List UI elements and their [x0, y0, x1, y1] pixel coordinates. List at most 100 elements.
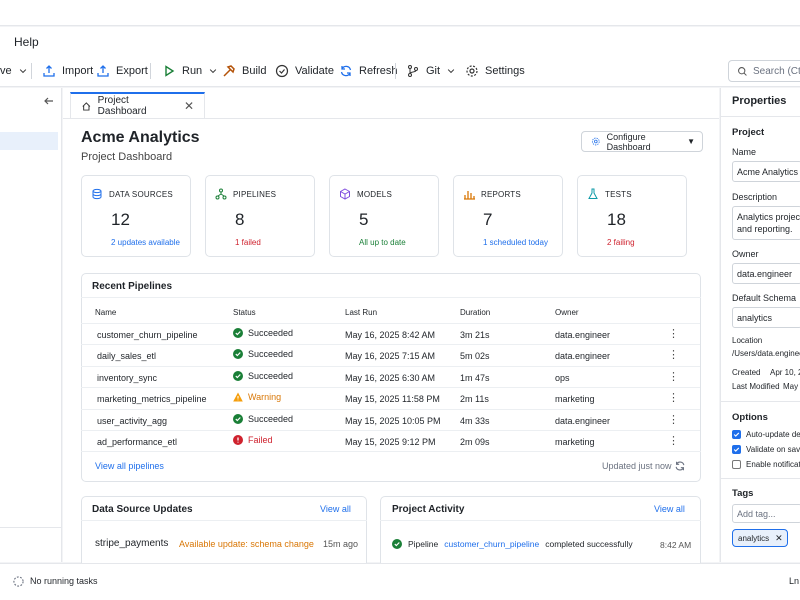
status-line: Ln [789, 576, 800, 586]
modified-value: May [783, 382, 799, 391]
ds-item-name[interactable]: stripe_payments [95, 538, 169, 549]
data-source-updates-panel [81, 496, 367, 576]
refresh-icon[interactable] [674, 460, 686, 472]
validate-button[interactable]: Validate [275, 55, 334, 87]
pipeline-owner: marketing [555, 394, 595, 404]
activity-suffix: completed successfully [545, 539, 633, 549]
card-sub: 1 failed [235, 238, 261, 247]
page-title: Acme Analytics [81, 129, 200, 146]
description-label: Description [732, 192, 778, 202]
pipeline-status: Succeeded [248, 371, 294, 381]
warning-icon [233, 392, 243, 402]
refresh-label: Refresh [359, 65, 398, 77]
table-row[interactable]: user_activity_agg Succeeded May 15, 2025… [81, 409, 700, 430]
enable-notifications-checkbox[interactable]: Enable notificati [732, 460, 800, 469]
activity-prefix: Pipeline [408, 539, 439, 549]
check-circle-icon [275, 64, 289, 78]
tab-project-dashboard[interactable]: Project Dashboard ✕ [70, 92, 205, 118]
table-row[interactable]: inventory_sync Succeeded May 16, 2025 6:… [81, 366, 700, 387]
activity-time: 8:42 AM [660, 540, 692, 550]
col-owner: Owner [555, 308, 579, 317]
validate-on-save-checkbox[interactable]: Validate on save [732, 445, 800, 454]
refresh-button[interactable]: Refresh [339, 55, 398, 87]
more-icon[interactable]: ⋮ [668, 328, 679, 340]
tab-divider [63, 118, 719, 119]
validate-label: Validate [295, 65, 334, 77]
pipeline-last-run: May 16, 2025 8:42 AM [345, 330, 436, 340]
error-icon [233, 435, 243, 445]
success-icon [392, 539, 402, 549]
table-row[interactable]: ad_performance_etl Failed May 15, 2025 9… [81, 430, 700, 451]
card-pipelines[interactable]: PIPELINES 8 1 failed [205, 175, 315, 257]
close-tab-icon[interactable]: ✕ [183, 99, 194, 113]
col-last-run: Last Run [345, 308, 378, 317]
schema-field[interactable]: analytics [732, 307, 800, 328]
table-row[interactable]: customer_churn_pipeline Succeeded May 16… [81, 323, 700, 344]
run-button[interactable]: Run [162, 55, 218, 87]
pipeline-status: Succeeded [248, 328, 294, 338]
owner-label: Owner [732, 249, 759, 259]
view-all-ds-link[interactable]: View all [320, 504, 351, 514]
view-all-pipelines-link[interactable]: View all pipelines [95, 461, 164, 471]
col-status: Status [233, 308, 256, 317]
card-sub: 1 scheduled today [483, 238, 548, 247]
left-panel-selected-item[interactable] [0, 132, 58, 150]
import-button[interactable]: Import [42, 55, 93, 87]
export-button[interactable]: Export [96, 55, 148, 87]
card-label: TESTS [605, 189, 632, 199]
pipeline-owner: ops [555, 373, 570, 383]
schema-label: Default Schema [732, 293, 797, 303]
recent-pipelines-title: Recent Pipelines [92, 281, 173, 292]
pipeline-owner: marketing [555, 437, 595, 447]
toolbar: ve Import Export Run Build Validate Refr… [0, 55, 800, 87]
table-row[interactable]: daily_sales_etl Succeeded May 16, 2025 7… [81, 344, 700, 365]
card-tests[interactable]: TESTS 18 2 failing [577, 175, 687, 257]
remove-tag-icon[interactable]: ✕ [775, 532, 783, 543]
description-field[interactable]: Analytics project and reporting. [732, 206, 800, 240]
card-models[interactable]: MODELS 5 All up to date [329, 175, 439, 257]
tag-chip[interactable]: analytics ✕ [732, 529, 788, 547]
pipeline-name: marketing_metrics_pipeline [97, 394, 207, 404]
more-icon[interactable]: ⋮ [668, 349, 679, 361]
settings-button[interactable]: Settings [465, 55, 525, 87]
chevron-down-icon: ▼ [687, 137, 695, 146]
project-activity-panel [380, 496, 701, 576]
pipeline-last-run: May 15, 2025 10:05 PM [345, 416, 441, 426]
build-button[interactable]: Build [222, 55, 266, 87]
activity-pipeline-link[interactable]: customer_churn_pipeline [444, 539, 540, 549]
configure-dashboard-button[interactable]: Configure Dashboard ▼ [581, 131, 703, 152]
collapse-left-icon[interactable] [43, 95, 55, 107]
data-source-updates-title: Data Source Updates [92, 504, 193, 515]
card-reports[interactable]: REPORTS 7 1 scheduled today [453, 175, 563, 257]
export-label: Export [116, 65, 148, 77]
git-button[interactable]: Git [406, 55, 456, 87]
build-label: Build [242, 65, 267, 77]
project-activity-title: Project Activity [392, 504, 465, 515]
save-button[interactable]: ve [0, 55, 28, 87]
menu-help[interactable]: Help [14, 35, 39, 49]
pipeline-status: Succeeded [248, 349, 294, 359]
pipeline-duration: 3m 21s [460, 330, 490, 340]
checkbox-unchecked-icon [732, 460, 741, 469]
pipeline-name: daily_sales_etl [97, 351, 157, 361]
auto-update-checkbox[interactable]: Auto-update de [732, 430, 800, 439]
add-tag-input[interactable]: Add tag... [732, 504, 800, 523]
properties-title: Properties [732, 95, 787, 107]
import-icon [43, 65, 55, 77]
gear-icon [591, 137, 600, 146]
ds-item-time: 15m ago [323, 539, 359, 549]
options-title: Options [732, 412, 768, 423]
table-row[interactable]: marketing_metrics_pipeline Warning May 1… [81, 387, 700, 408]
search-input[interactable]: Search (Ctrl+K [728, 60, 800, 82]
owner-field[interactable]: data.engineer [732, 263, 800, 284]
more-icon[interactable]: ⋮ [668, 371, 679, 383]
name-field[interactable]: Acme Analytics [732, 161, 800, 182]
more-icon[interactable]: ⋮ [668, 392, 679, 404]
more-icon[interactable]: ⋮ [668, 414, 679, 426]
view-all-activity-link[interactable]: View all [654, 504, 685, 514]
more-icon[interactable]: ⋮ [668, 435, 679, 447]
pipeline-name: customer_churn_pipeline [97, 330, 198, 340]
success-icon [233, 371, 243, 381]
card-data-sources[interactable]: DATA SOURCES 12 2 updates available [81, 175, 191, 257]
modified-label: Last Modified [732, 382, 780, 391]
